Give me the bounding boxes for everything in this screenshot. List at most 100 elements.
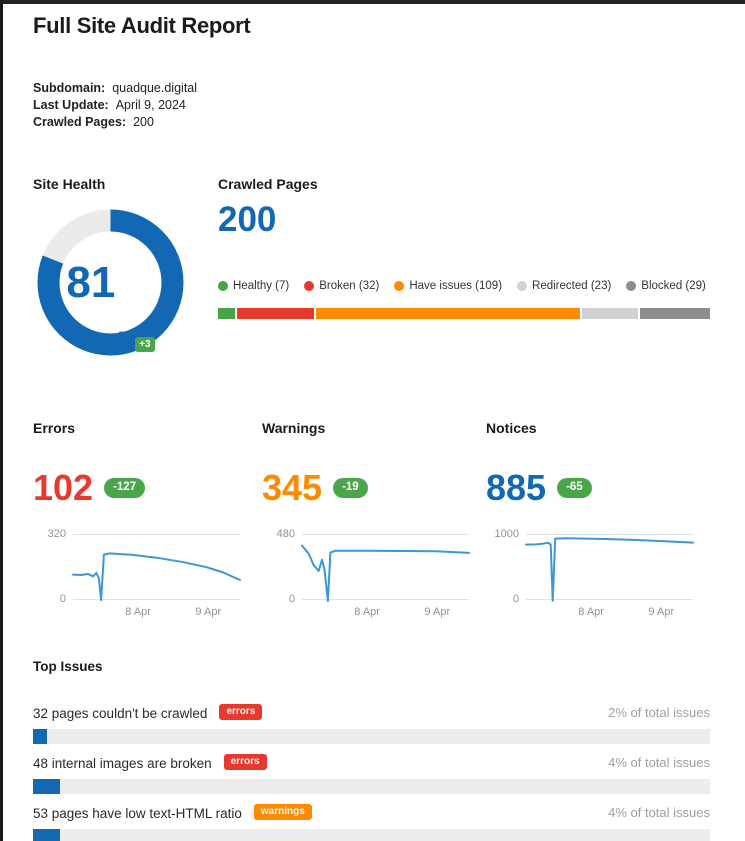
errors-count: 102	[33, 467, 94, 508]
blocked-dot-icon	[626, 281, 637, 291]
x-tick-8apr: 8 Apr	[354, 606, 380, 618]
legend-label: Healthy (7)	[233, 280, 290, 292]
notices-value-row: 885 -65	[486, 470, 698, 506]
bar-segment-broken	[236, 308, 315, 319]
crawled-pages-total: 200	[218, 200, 277, 239]
errors-value-row: 102 -127	[33, 470, 245, 506]
issue-row: 48 internal images are broken errors 4% …	[33, 753, 710, 794]
redirected-dot-icon	[517, 281, 528, 291]
meta-crawled-pages: Crawled Pages: 200	[33, 114, 197, 131]
errors-trend-chart: 320 0 8 Apr 9 Apr	[48, 528, 241, 618]
healthy-dot-icon	[218, 281, 228, 291]
issue-label: 32 pages couldn't be crawled	[33, 705, 208, 721]
bar-segment-have-issues	[316, 308, 581, 319]
issue-label: 48 internal images are broken	[33, 755, 212, 771]
broken-dot-icon	[304, 281, 315, 291]
meta-last-update-label: Last Update:	[33, 98, 109, 112]
y-axis-min-label: 0	[512, 593, 519, 605]
errors-line-svg	[72, 552, 241, 602]
legend-item-healthy: Healthy (7)	[218, 280, 289, 292]
legend-item-broken: Broken (32)	[304, 280, 379, 292]
meta-last-update: Last Update: April 9, 2024	[33, 97, 197, 114]
legend-item-blocked: Blocked (29)	[626, 280, 706, 292]
legend-label: Blocked (29)	[641, 280, 706, 292]
issue-line: 32 pages couldn't be crawled errors 2% o…	[33, 703, 710, 723]
site-health-delta-badge: +3	[135, 337, 155, 352]
x-tick-9apr: 9 Apr	[648, 606, 675, 618]
issue-share-of-total: 2% of total issues	[608, 705, 710, 720]
warnings-panel: Warnings 345 -19 480 0 8 Apr 9 Apr	[262, 420, 474, 618]
notices-panel: Notices 885 -65 1000 0 8 Apr 9 Apr	[486, 420, 698, 618]
bar-segment-redirected	[582, 308, 638, 319]
legend-item-redirected: Redirected (23)	[517, 280, 611, 292]
issue-progress-fill	[33, 779, 61, 794]
have-issues-dot-icon	[394, 281, 405, 291]
meta-last-update-value: April 9, 2024	[115, 98, 186, 112]
meta-subdomain: Subdomain: quadque.digital	[33, 80, 197, 97]
y-axis-max-label: 320	[47, 528, 66, 540]
report-meta: Subdomain: quadque.digital Last Update: Ap…	[33, 80, 197, 131]
donut-svg	[37, 209, 184, 356]
warnings-count: 345	[262, 467, 323, 508]
issue-label: 53 pages have low text-HTML ratio	[33, 805, 242, 821]
issue-progress-fill	[33, 729, 47, 744]
issue-row: 53 pages have low text-HTML ratio warnin…	[33, 803, 710, 841]
errors-delta-badge: -127	[104, 478, 146, 498]
y-axis-min-label: 0	[59, 593, 66, 605]
meta-crawled-pages-value: 200	[133, 115, 154, 129]
legend-item-have-issues: Have issues (109)	[394, 280, 502, 292]
site-health-heading: Site Health	[33, 176, 106, 192]
issue-share-of-total: 4% of total issues	[608, 805, 710, 820]
issue-row: 32 pages couldn't be crawled errors 2% o…	[33, 703, 710, 744]
site-health-percent-sign: %	[117, 329, 135, 350]
x-tick-8apr: 8 Apr	[578, 606, 604, 618]
meta-subdomain-label: Subdomain:	[33, 81, 106, 95]
notices-trend-chart: 1000 0 8 Apr 9 Apr	[495, 528, 694, 618]
legend-label: Broken (32)	[319, 280, 380, 292]
top-issues-heading: Top Issues	[33, 659, 103, 674]
issue-type-badge: warnings	[253, 804, 312, 820]
site-health-percent: 81	[66, 257, 116, 307]
errors-heading: Errors	[33, 420, 76, 436]
issue-progress-fill	[33, 829, 61, 841]
y-axis-min-label: 0	[288, 593, 295, 605]
page-title: Full Site Audit Report	[33, 13, 251, 38]
site-health-score: 81 % +3	[37, 209, 184, 356]
site-health-donut-chart: 81 % +3	[37, 209, 184, 356]
issue-progress-track	[33, 729, 710, 744]
legend-label: Redirected (23)	[532, 280, 612, 292]
x-tick-9apr: 9 Apr	[424, 606, 451, 618]
issue-progress-track	[33, 829, 710, 841]
issue-progress-track	[33, 779, 710, 794]
warnings-value-row: 345 -19	[262, 470, 474, 506]
meta-subdomain-value: quadque.digital	[112, 81, 198, 95]
issue-line: 53 pages have low text-HTML ratio warnin…	[33, 803, 710, 823]
x-tick-9apr: 9 Apr	[195, 606, 222, 618]
warnings-heading: Warnings	[262, 420, 326, 436]
bar-segment-healthy	[218, 308, 235, 319]
legend-label: Have issues (109)	[409, 280, 503, 292]
bar-segment-blocked	[639, 308, 710, 319]
notices-line-svg	[525, 537, 694, 602]
issue-type-badge: errors	[219, 704, 263, 720]
notices-count: 885	[486, 467, 547, 508]
warnings-trend-chart: 480 0 8 Apr 9 Apr	[277, 528, 470, 618]
y-axis-max-label: 480	[276, 528, 295, 540]
notices-delta-badge: -65	[557, 478, 592, 498]
y-axis-max-label: 1000	[494, 528, 519, 540]
issue-line: 48 internal images are broken errors 4% …	[33, 753, 710, 773]
issue-type-badge: errors	[223, 754, 267, 770]
window-left-edge	[0, 0, 3, 841]
crawled-pages-legend: Healthy (7) Broken (32) Have issues (109…	[218, 280, 706, 292]
window-top-edge	[0, 0, 745, 4]
warnings-line-svg	[301, 544, 470, 602]
warnings-delta-badge: -19	[333, 478, 368, 498]
donut-value-arc	[37, 209, 184, 356]
errors-panel: Errors 102 -127 320 0 8 Apr 9 Apr	[33, 420, 245, 618]
x-tick-8apr: 8 Apr	[125, 606, 151, 618]
issue-share-of-total: 4% of total issues	[608, 755, 710, 770]
crawled-pages-heading: Crawled Pages	[218, 176, 318, 192]
crawled-pages-stacked-bar	[218, 308, 710, 319]
notices-heading: Notices	[486, 420, 537, 436]
